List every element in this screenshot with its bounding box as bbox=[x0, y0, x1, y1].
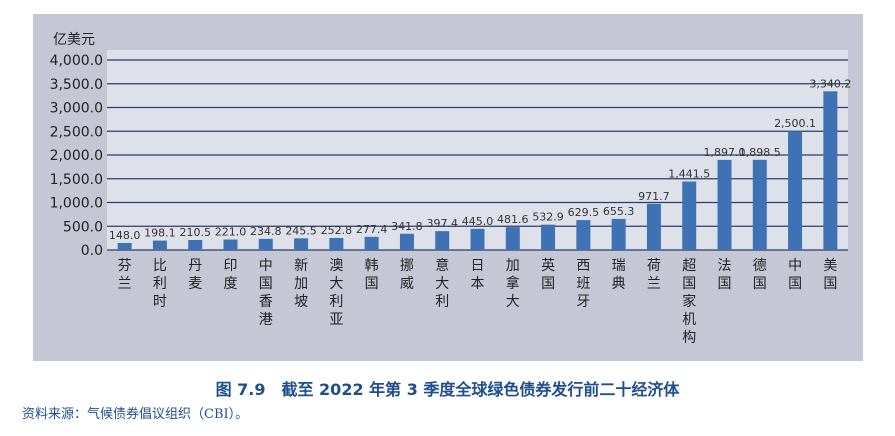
x-tick-label: 英国 bbox=[541, 257, 555, 292]
y-tick-label: 1,500.0 bbox=[50, 172, 103, 188]
bar bbox=[329, 237, 344, 250]
x-tick-label: 瑞典 bbox=[612, 258, 626, 292]
x-tick-label: 法国 bbox=[718, 258, 732, 292]
bar bbox=[258, 238, 273, 250]
x-tick-label: 中国香港 bbox=[259, 258, 273, 328]
data-label: 198.1 bbox=[144, 227, 176, 240]
x-tick-label: 新加坡 bbox=[294, 258, 308, 310]
figure-caption: 图 7.9 截至 2022 年第 3 季度全球绿色债券发行前二十经济体 bbox=[215, 380, 680, 399]
x-tick-label: 澳大利亚 bbox=[329, 258, 343, 328]
x-tick-label: 挪威 bbox=[400, 258, 414, 292]
chart-panel: 亿美元 0.0 500.0 1,000.0 1,500.0 2,000.0 2,500.0 3… bbox=[33, 14, 863, 361]
data-label: 1,898.5 bbox=[739, 146, 781, 159]
bar bbox=[576, 220, 591, 250]
y-tick-label: 3,000.0 bbox=[50, 101, 103, 117]
y-tick-label: 500.0 bbox=[63, 219, 103, 235]
x-tick-label: 印度 bbox=[224, 258, 238, 292]
bar bbox=[788, 131, 803, 250]
y-tick-label: 4,000.0 bbox=[50, 53, 103, 69]
data-label: 341.8 bbox=[391, 220, 423, 233]
data-label: 277.4 bbox=[356, 223, 388, 236]
bar bbox=[682, 181, 697, 250]
y-tick-label: 2,500.0 bbox=[50, 124, 103, 140]
x-tick-label: 超国家机构 bbox=[682, 258, 696, 346]
data-label: 532.9 bbox=[532, 211, 564, 224]
bar bbox=[364, 236, 379, 250]
data-label: 1,897.0 bbox=[704, 146, 746, 159]
bar bbox=[823, 91, 838, 250]
bar bbox=[541, 224, 556, 250]
data-label: 445.0 bbox=[462, 215, 494, 228]
data-label: 148.0 bbox=[109, 229, 140, 242]
y-axis-label: 亿美元 bbox=[53, 32, 95, 48]
data-label: 234.8 bbox=[250, 225, 282, 238]
x-tick-label: 加拿大 bbox=[506, 258, 520, 310]
source-note: 资料来源：气候债券倡议组织（CBI）。 bbox=[22, 407, 249, 422]
bar bbox=[435, 231, 450, 250]
bar bbox=[294, 238, 309, 250]
data-label: 481.6 bbox=[497, 213, 529, 226]
data-label: 3,340.2 bbox=[809, 77, 851, 90]
x-tick-label: 西班牙 bbox=[576, 258, 590, 310]
bar bbox=[752, 159, 767, 250]
data-label: 629.5 bbox=[568, 206, 600, 219]
y-tick-label: 0.0 bbox=[81, 243, 103, 259]
data-label: 397.4 bbox=[426, 217, 458, 230]
bar-chart: 亿美元 0.0 500.0 1,000.0 1,500.0 2,000.0 2,500.0 3… bbox=[50, 32, 852, 346]
x-tick-label: 德国 bbox=[753, 258, 767, 292]
bar bbox=[646, 203, 661, 250]
bar bbox=[470, 228, 485, 250]
data-label: 1,441.5 bbox=[668, 168, 710, 181]
y-tick-label: 3,500.0 bbox=[50, 77, 103, 93]
bar bbox=[152, 240, 167, 250]
data-label: 210.5 bbox=[179, 226, 211, 239]
bar bbox=[399, 233, 414, 250]
data-label: 221.0 bbox=[215, 226, 247, 239]
x-tick-label: 日本 bbox=[471, 258, 485, 292]
bar bbox=[717, 159, 732, 250]
x-tick-label: 韩国 bbox=[365, 258, 379, 292]
x-tick-label: 芬兰 bbox=[118, 258, 132, 292]
bar bbox=[611, 218, 626, 250]
data-label: 2,500.1 bbox=[774, 117, 816, 130]
x-tick-label: 荷兰 bbox=[647, 258, 661, 292]
bar bbox=[505, 227, 520, 250]
x-tick-label: 比利时 bbox=[153, 258, 167, 310]
bar bbox=[223, 239, 238, 250]
y-tick-label: 2,000.0 bbox=[50, 148, 103, 164]
x-tick-label: 美国 bbox=[823, 258, 837, 292]
bar bbox=[117, 242, 132, 250]
data-label: 252.8 bbox=[321, 224, 353, 237]
x-tick-label: 中国 bbox=[788, 258, 802, 292]
x-tick-label: 丹麦 bbox=[188, 258, 202, 292]
y-tick-label: 1,000.0 bbox=[50, 196, 103, 212]
data-label: 245.5 bbox=[285, 224, 317, 237]
data-label: 655.3 bbox=[603, 205, 635, 218]
data-label: 971.7 bbox=[638, 190, 670, 203]
bar bbox=[188, 240, 203, 250]
x-tick-label: 意大利 bbox=[435, 257, 449, 310]
